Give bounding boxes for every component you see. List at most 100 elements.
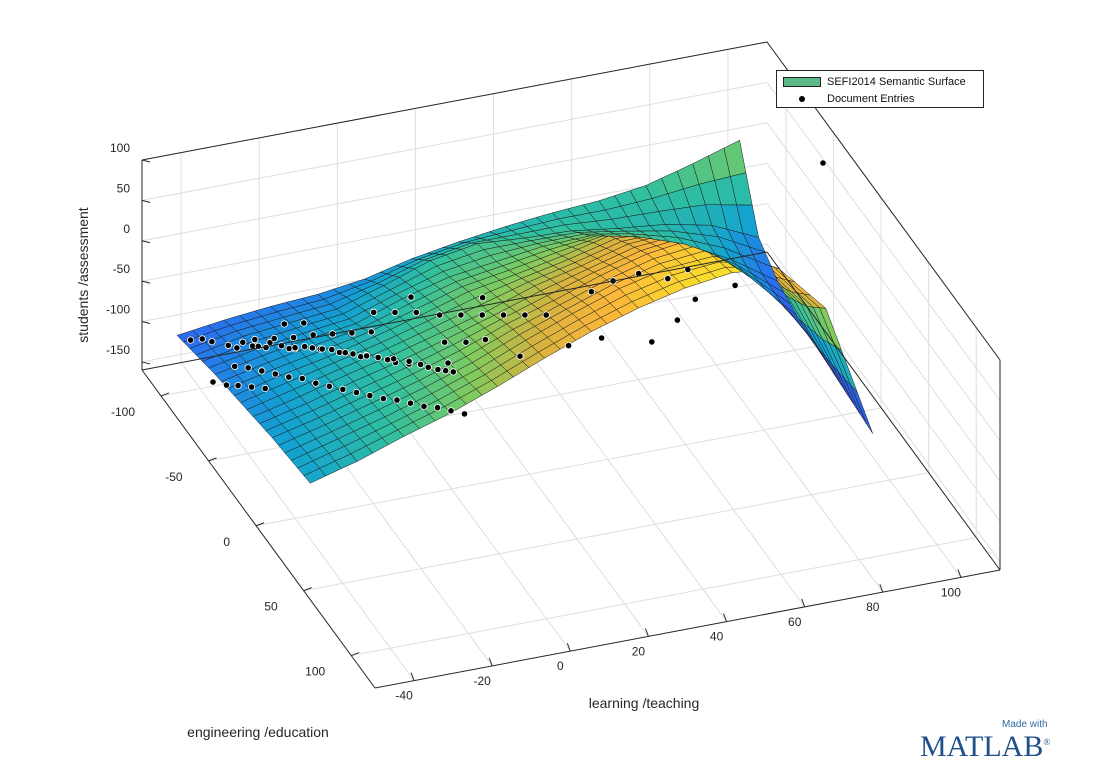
- document-entry-point: [231, 362, 239, 370]
- document-entry-point: [233, 344, 241, 352]
- document-entry-point: [433, 404, 442, 412]
- document-entry-point: [391, 308, 399, 316]
- z-tick-label: 50: [117, 181, 131, 195]
- document-entry-point: [234, 381, 242, 390]
- z-tick-mark: [141, 240, 151, 244]
- document-entry-point: [224, 341, 232, 349]
- x-tick-mark: [801, 598, 806, 608]
- grid-line-z: [141, 202, 1001, 522]
- document-entry-point: [285, 373, 293, 381]
- grid-line-z: [141, 122, 1001, 442]
- x-tick-label: 40: [710, 630, 724, 644]
- x-tick-mark: [488, 657, 493, 667]
- y-tick-label: 0: [223, 535, 230, 549]
- document-entry-point: [648, 338, 656, 346]
- document-entry-point: [208, 338, 216, 346]
- y-tick-mark: [351, 652, 360, 657]
- x-tick-label: -40: [395, 689, 413, 703]
- document-entry-point: [349, 350, 357, 358]
- x-tick-label: 60: [788, 615, 802, 629]
- document-entry-point: [352, 388, 360, 397]
- y-axis-line: [141, 369, 376, 689]
- z-axis-label: students /assessment: [75, 207, 91, 343]
- legend-item-points[interactable]: Document Entries: [777, 91, 914, 107]
- document-entry-point: [664, 274, 672, 283]
- document-entry-point: [416, 360, 425, 368]
- document-entry-point: [308, 344, 316, 352]
- z-tick-label: 0: [123, 222, 130, 236]
- document-entry-point: [298, 374, 306, 383]
- z-tick-mark: [141, 361, 151, 365]
- document-entry-point: [271, 370, 279, 378]
- document-entry-point: [587, 288, 596, 296]
- document-entry-point: [248, 383, 256, 391]
- document-entry-point: [460, 410, 469, 418]
- document-entry-point: [390, 355, 398, 363]
- document-entry-point: [325, 382, 333, 390]
- document-entry-point: [270, 334, 278, 343]
- document-entry-point: [691, 295, 699, 303]
- document-entry-point: [435, 311, 444, 319]
- x-axis-line: [374, 569, 1001, 689]
- semantic-surface: [176, 140, 873, 484]
- document-entry-point: [597, 334, 606, 342]
- document-entry-point: [684, 265, 692, 274]
- document-entry-point: [447, 407, 455, 415]
- document-entry-point: [261, 384, 269, 393]
- surface-swatch-icon: [783, 77, 821, 87]
- z-tick-label: -150: [106, 343, 130, 357]
- document-entry-point: [370, 308, 378, 316]
- made-with-text: Made with: [1002, 719, 1048, 730]
- registered-mark: ®: [1043, 737, 1051, 747]
- document-entry-point: [516, 352, 524, 360]
- document-entry-point: [819, 159, 827, 167]
- y-tick-label: 50: [264, 600, 278, 614]
- document-entry-point: [393, 396, 401, 404]
- y-tick-mark: [160, 392, 170, 397]
- back-wall-xz: [142, 42, 767, 370]
- document-entry-point: [244, 364, 252, 372]
- z-tick-mark: [141, 321, 151, 325]
- legend[interactable]: SEFI2014 Semantic Surface Document Entri…: [776, 70, 984, 108]
- document-entry-point: [635, 269, 643, 278]
- document-entry-point: [457, 311, 465, 319]
- document-entry-point: [222, 381, 231, 389]
- y-tick-label: -50: [165, 470, 183, 484]
- x-tick-label: 0: [557, 659, 564, 673]
- document-entry-point: [384, 356, 392, 364]
- document-entry-point: [312, 379, 320, 387]
- document-entry-point: [462, 338, 470, 346]
- y-tick-label: 100: [305, 665, 325, 679]
- legend-points-label: Document Entries: [827, 93, 915, 105]
- document-entry-point: [731, 281, 739, 289]
- document-entry-point: [379, 394, 387, 403]
- document-entry-point: [499, 311, 508, 319]
- document-entry-point: [478, 311, 486, 319]
- document-entry-point: [209, 378, 217, 386]
- document-entry-point: [440, 338, 449, 346]
- surface-face: [844, 378, 867, 425]
- document-entry-point: [521, 311, 529, 319]
- matlab-branding: Made with MATLAB®: [918, 718, 1068, 768]
- legend-item-surface[interactable]: SEFI2014 Semantic Surface: [777, 74, 966, 90]
- surface-face: [176, 330, 200, 343]
- document-entry-point: [542, 311, 550, 319]
- x-axis-label: learning /teaching: [589, 695, 700, 711]
- x-tick-mark: [410, 672, 415, 681]
- y-tick-mark: [255, 522, 265, 527]
- x-tick-mark: [879, 583, 884, 593]
- x-tick-label: 20: [632, 644, 646, 658]
- document-entry-point: [258, 367, 266, 375]
- document-entry-point: [449, 368, 457, 376]
- y-axis-label: engineering /education: [187, 724, 329, 740]
- point-marker-icon: [783, 96, 821, 102]
- document-entry-point: [318, 345, 326, 353]
- document-entry-point: [251, 335, 259, 344]
- y-tick-mark: [208, 457, 217, 462]
- x-tick-label: 80: [866, 600, 880, 614]
- document-entry-point: [441, 367, 450, 375]
- document-entry-point: [366, 391, 374, 400]
- axes-back-panels: [142, 42, 1000, 570]
- document-entry-point: [348, 329, 356, 337]
- floor-left-edge: [141, 251, 768, 371]
